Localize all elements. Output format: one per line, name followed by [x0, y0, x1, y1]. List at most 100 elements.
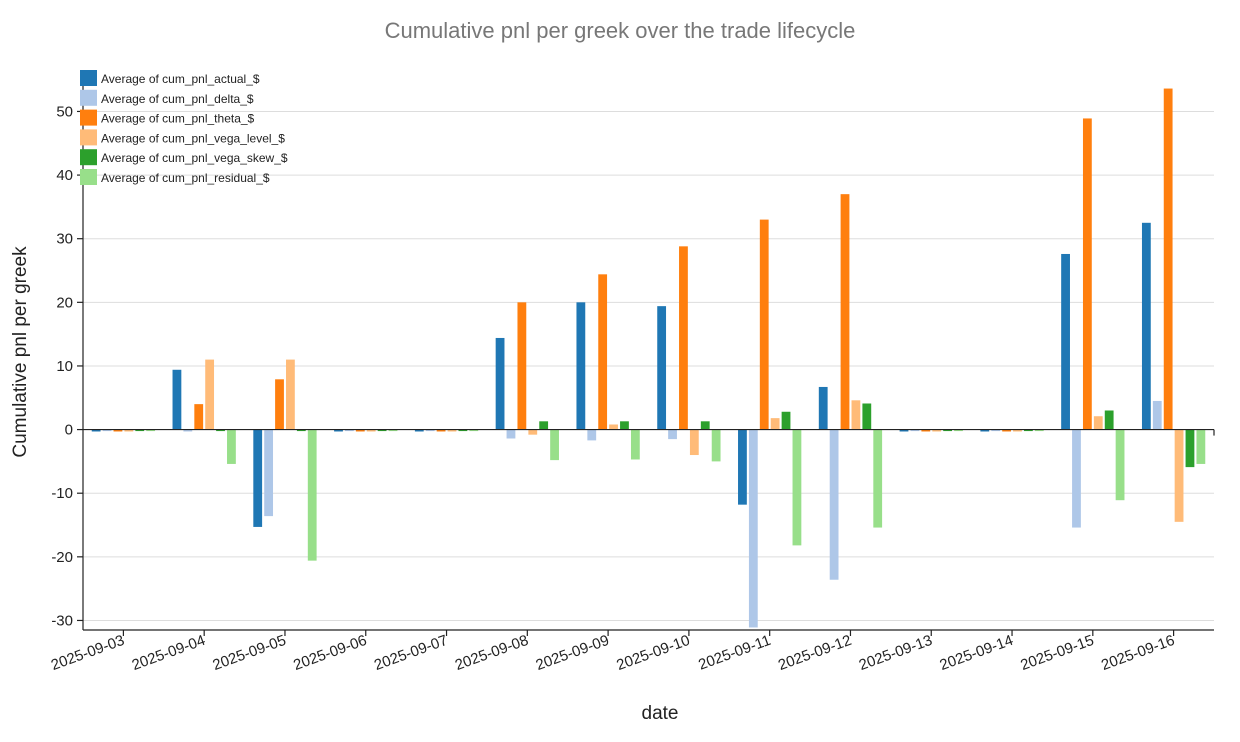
bar: [873, 429, 883, 528]
bar: [91, 429, 101, 432]
bar: [792, 429, 802, 546]
bar: [862, 403, 872, 430]
legend-swatch: [80, 109, 97, 126]
bar: [469, 429, 479, 432]
legend-label: Average of cum_pnl_theta_$: [101, 112, 255, 126]
y-tick-label: 10: [56, 358, 73, 375]
bar: [227, 429, 236, 464]
y-tick-label: 50: [56, 103, 73, 120]
bar: [539, 421, 549, 430]
x-tick-label: 2025-09-14: [937, 632, 1015, 674]
bar: [414, 429, 424, 432]
bar: [172, 369, 182, 430]
x-tick-label: 2025-09-04: [130, 632, 208, 674]
bar: [818, 386, 828, 430]
bar: [425, 429, 435, 432]
x-tick-label: 2025-09-07: [372, 632, 450, 674]
x-tick-label: 2025-09-05: [210, 632, 288, 674]
y-tick-label: -10: [51, 485, 73, 502]
bar: [587, 429, 597, 441]
x-tick-label: 2025-09-09: [534, 632, 612, 674]
bar: [124, 429, 134, 432]
bar: [1002, 429, 1011, 432]
bar: [759, 219, 769, 430]
bar: [1163, 88, 1173, 430]
bars: [91, 88, 1206, 628]
gridlines: [83, 110, 1214, 621]
bar: [307, 429, 317, 561]
x-tick-label: 2025-09-15: [1018, 632, 1096, 674]
bar: [1104, 410, 1114, 430]
bar: [1174, 429, 1184, 522]
bar: [458, 429, 468, 432]
bar: [851, 400, 861, 430]
legend-swatch: [80, 149, 97, 166]
bar: [506, 429, 516, 439]
y-tick-label: 0: [65, 422, 73, 439]
bar: [829, 429, 839, 580]
x-axis-title: date: [642, 703, 679, 724]
bar: [205, 359, 215, 430]
bar: [1115, 429, 1125, 501]
bar: [781, 411, 791, 430]
bar: [345, 429, 354, 432]
bar: [216, 429, 225, 432]
bar: [932, 429, 942, 432]
bar: [1082, 118, 1092, 430]
bar: [495, 337, 505, 430]
legend: Average of cum_pnl_actual_$ Average of cu…: [80, 70, 288, 185]
bar: [1185, 429, 1195, 468]
bar: [991, 429, 1001, 432]
bar: [517, 302, 527, 430]
bar: [668, 429, 677, 440]
bar: [711, 429, 721, 462]
bar: [1061, 253, 1070, 430]
bar: [528, 429, 538, 435]
bar: [1034, 429, 1044, 432]
legend-swatch: [80, 129, 97, 146]
legend-label: Average of cum_pnl_vega_skew_$: [101, 151, 288, 165]
bar: [576, 302, 586, 430]
bar: [657, 306, 667, 430]
bar: [1013, 429, 1022, 432]
bar: [899, 429, 909, 432]
bar: [770, 418, 780, 430]
x-tick-label: 2025-09-11: [696, 632, 773, 674]
x-tick-label: 2025-09-10: [614, 632, 692, 674]
bar: [980, 429, 990, 432]
bar: [183, 429, 193, 432]
bar: [1141, 222, 1151, 430]
y-tick-label: -30: [51, 612, 73, 629]
bar: [840, 194, 850, 430]
bar: [253, 429, 263, 527]
legend-swatch: [80, 169, 97, 185]
legend-label: Average of cum_pnl_residual_$: [101, 171, 270, 185]
x-tick-label: 2025-09-16: [1099, 632, 1177, 674]
bar: [447, 429, 457, 432]
bar: [1152, 400, 1162, 430]
x-tick-label: 2025-09-08: [453, 632, 531, 674]
bar: [954, 429, 963, 432]
bar: [102, 429, 112, 432]
y-tick-label: 40: [56, 167, 73, 184]
bar: [355, 429, 365, 432]
bar: [264, 429, 274, 517]
bar: [943, 429, 952, 432]
bar: [377, 429, 387, 432]
bar: [1072, 429, 1081, 528]
bar: [620, 421, 629, 430]
x-tick-label: 2025-09-03: [49, 632, 127, 674]
legend-label: Average of cum_pnl_vega_level_$: [101, 131, 285, 145]
chart-title: Cumulative pnl per greek over the trade …: [385, 18, 856, 43]
bar: [135, 429, 145, 432]
bar: [334, 429, 343, 432]
bar: [700, 421, 710, 430]
x-tick-label: 2025-09-13: [857, 632, 935, 674]
bar: [738, 429, 747, 505]
bar: [1023, 429, 1033, 432]
y-tick-label: 20: [56, 294, 73, 311]
bar: [1093, 416, 1103, 430]
bar: [550, 429, 559, 461]
bar: [921, 429, 931, 432]
